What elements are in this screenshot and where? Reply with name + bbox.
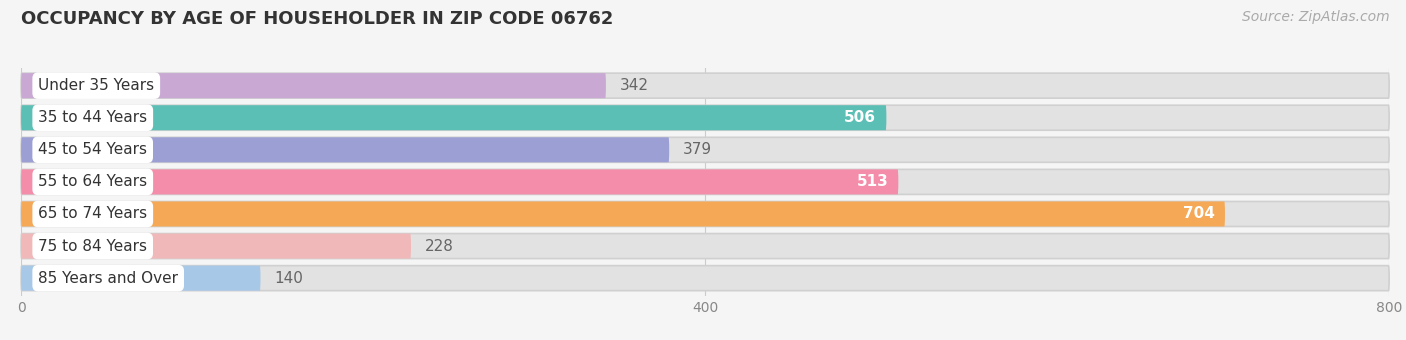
FancyBboxPatch shape [21, 234, 1389, 259]
Text: 65 to 74 Years: 65 to 74 Years [38, 206, 148, 221]
FancyBboxPatch shape [21, 234, 411, 259]
Text: 45 to 54 Years: 45 to 54 Years [38, 142, 148, 157]
Text: OCCUPANCY BY AGE OF HOUSEHOLDER IN ZIP CODE 06762: OCCUPANCY BY AGE OF HOUSEHOLDER IN ZIP C… [21, 10, 613, 28]
FancyBboxPatch shape [21, 137, 1389, 162]
FancyBboxPatch shape [21, 202, 1389, 226]
Text: Under 35 Years: Under 35 Years [38, 78, 155, 93]
FancyBboxPatch shape [21, 137, 669, 162]
FancyBboxPatch shape [21, 73, 606, 98]
Text: 75 to 84 Years: 75 to 84 Years [38, 239, 148, 254]
Text: 379: 379 [683, 142, 711, 157]
Text: 85 Years and Over: 85 Years and Over [38, 271, 179, 286]
Text: 513: 513 [856, 174, 889, 189]
FancyBboxPatch shape [21, 73, 1389, 98]
FancyBboxPatch shape [21, 202, 1225, 226]
Text: Source: ZipAtlas.com: Source: ZipAtlas.com [1241, 10, 1389, 24]
Text: 704: 704 [1182, 206, 1215, 221]
FancyBboxPatch shape [21, 105, 886, 130]
FancyBboxPatch shape [21, 169, 898, 194]
Text: 140: 140 [274, 271, 304, 286]
FancyBboxPatch shape [21, 266, 1389, 291]
Text: 55 to 64 Years: 55 to 64 Years [38, 174, 148, 189]
Text: 35 to 44 Years: 35 to 44 Years [38, 110, 148, 125]
FancyBboxPatch shape [21, 169, 1389, 194]
Text: 342: 342 [620, 78, 648, 93]
Text: 506: 506 [844, 110, 876, 125]
FancyBboxPatch shape [21, 266, 260, 291]
Text: 228: 228 [425, 239, 454, 254]
FancyBboxPatch shape [21, 105, 1389, 130]
